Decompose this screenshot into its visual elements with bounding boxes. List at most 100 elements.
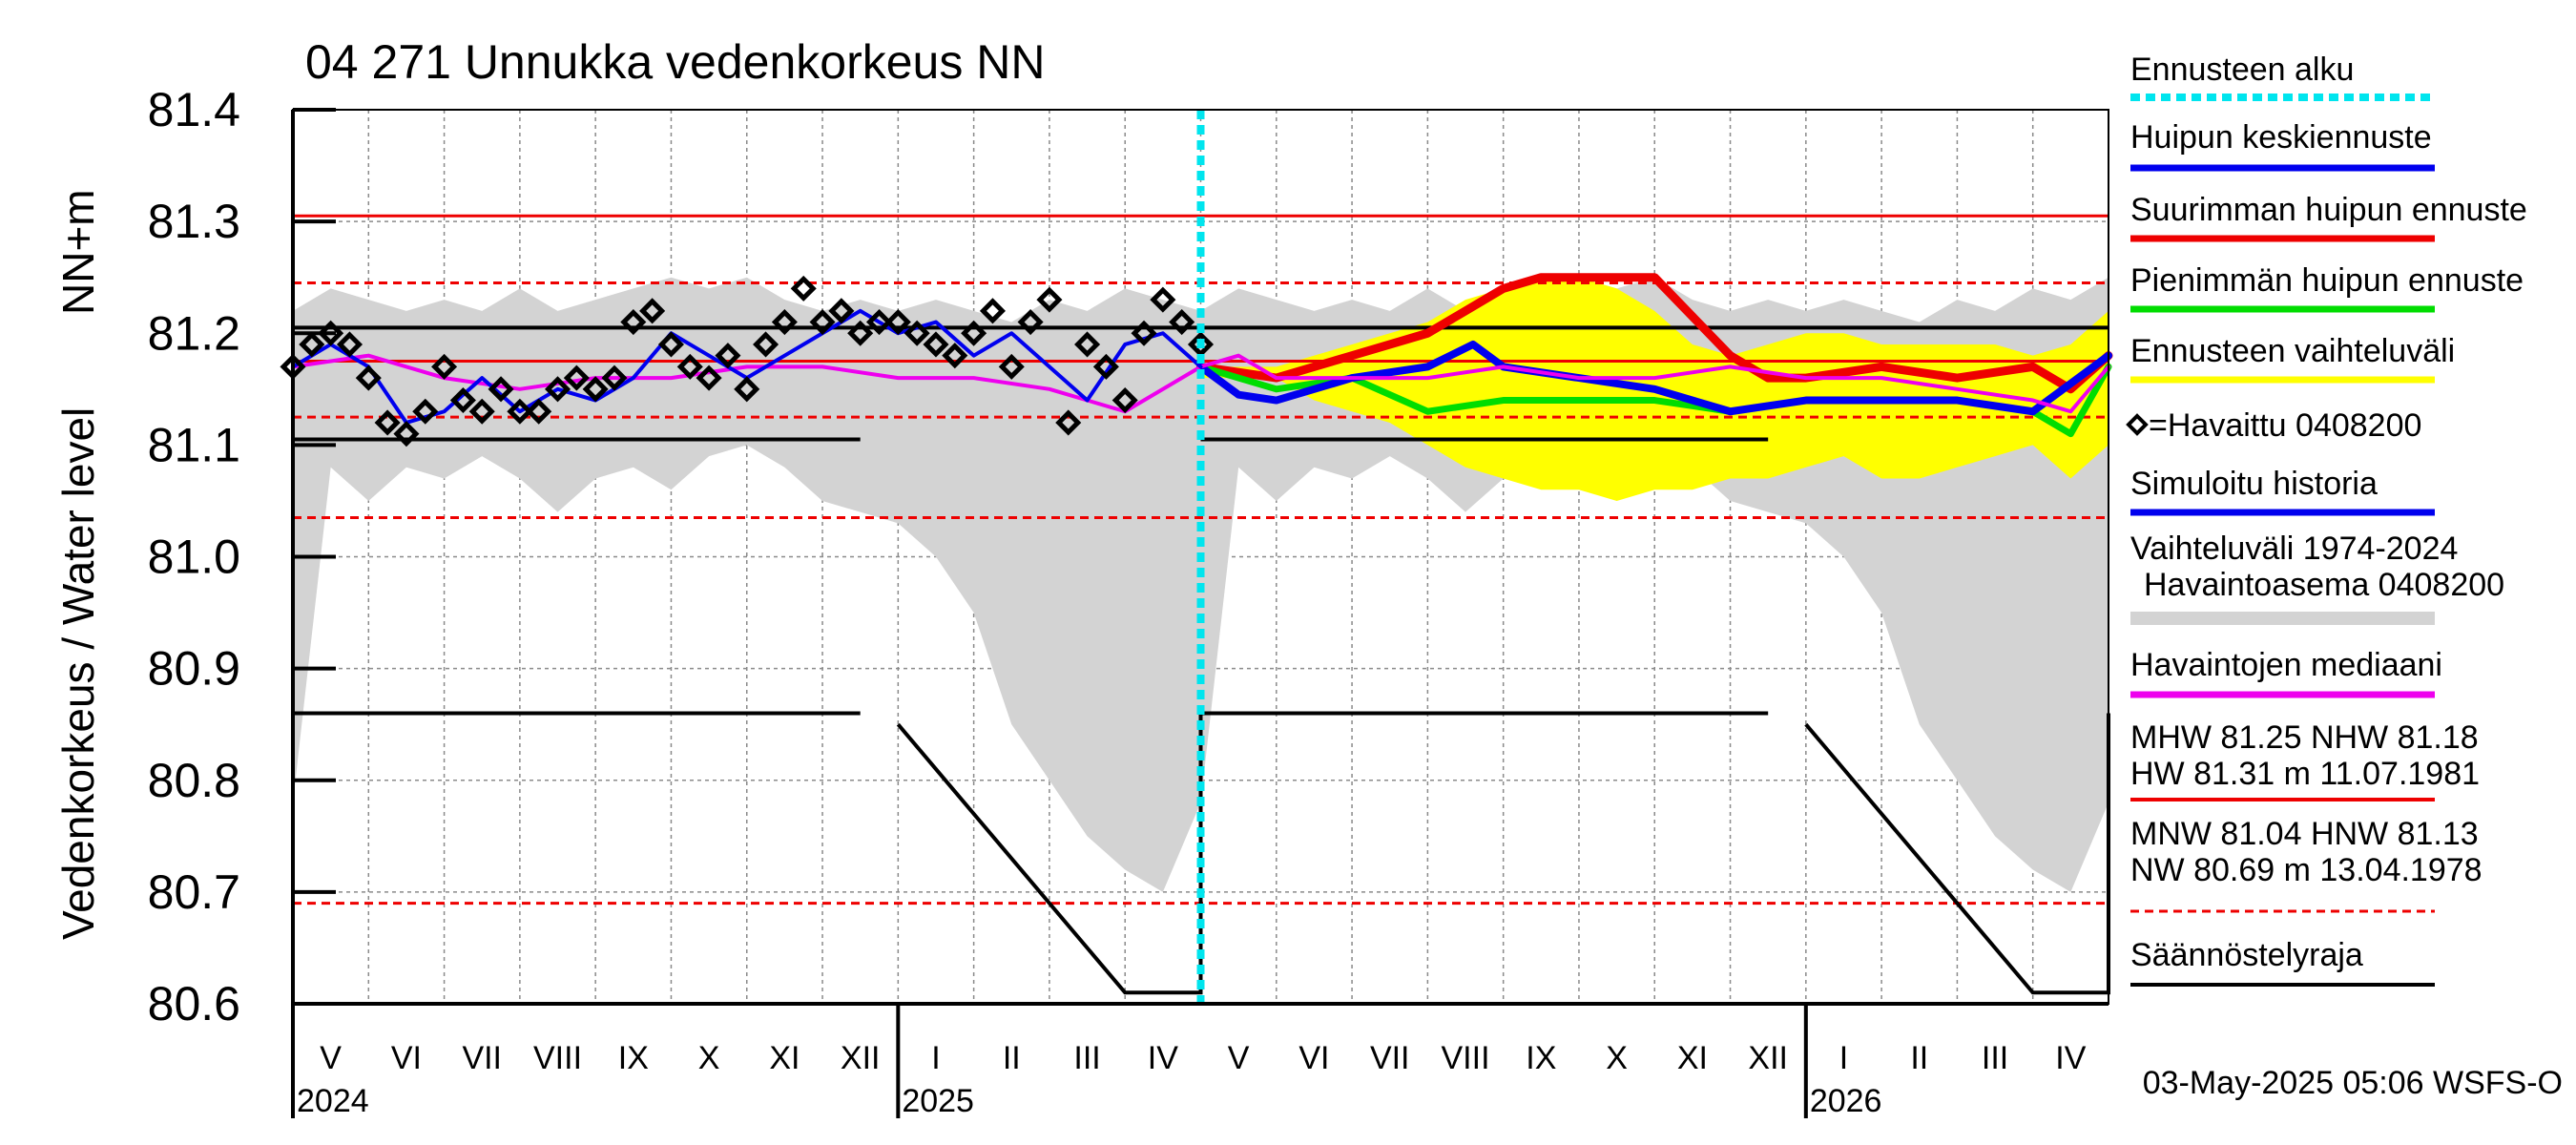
- observation-marker: [449, 386, 476, 414]
- legend-label-secondary: HW 81.31 m 11.07.1981: [2130, 756, 2480, 792]
- observation-marker: [676, 353, 703, 380]
- y-axis-label: Vedenkorkeus / Water level: [53, 407, 103, 940]
- observation-marker: [299, 331, 325, 358]
- observation-marker: [526, 398, 552, 425]
- month-label: VIII: [1442, 1040, 1490, 1076]
- month-label: V: [1228, 1040, 1250, 1076]
- observation-marker: [544, 376, 571, 403]
- month-label: XI: [769, 1040, 800, 1076]
- observation-marker: [620, 309, 647, 336]
- legend-label: MHW 81.25 NHW 81.18: [2130, 719, 2479, 756]
- observation-marker: [1055, 409, 1082, 436]
- observation-marker: [1017, 309, 1044, 336]
- observation-marker: [336, 331, 364, 358]
- observation-marker: [431, 353, 458, 380]
- legend-label: Säännöstelyraja: [2130, 937, 2363, 973]
- observation-marker: [923, 331, 949, 358]
- observation-markers: [280, 275, 1215, 448]
- observation-marker: [393, 421, 420, 448]
- chart-title: 04 271 Unnukka vedenkorkeus NN: [305, 35, 1045, 89]
- observation-marker: [809, 309, 836, 336]
- y-tick-label: 80.6: [148, 977, 240, 1030]
- observation-marker: [1092, 353, 1119, 380]
- month-label: I: [931, 1040, 940, 1076]
- legend-label: MNW 81.04 HNW 81.13: [2130, 816, 2479, 852]
- legend-label: Ennusteen vaihteluväli: [2130, 333, 2455, 369]
- month-label: II: [1003, 1040, 1021, 1076]
- month-label: XII: [841, 1040, 881, 1076]
- month-label: I: [1839, 1040, 1848, 1076]
- month-label: IV: [1148, 1040, 1178, 1076]
- legend-label: Simuloitu historia: [2130, 466, 2378, 502]
- observation-marker: [1187, 331, 1215, 358]
- observation-marker: [657, 331, 684, 358]
- legend-label: Havaintojen mediaani: [2130, 647, 2442, 683]
- observation-marker: [488, 376, 514, 403]
- observation-marker: [318, 320, 344, 346]
- legend-marker-icon: [2126, 413, 2149, 436]
- observation-marker: [847, 320, 874, 346]
- observation-marker: [1150, 286, 1176, 313]
- observation-marker: [582, 376, 609, 403]
- y-tick-label: 80.8: [148, 754, 240, 807]
- month-label: VII: [1370, 1040, 1410, 1076]
- month-label: II: [1910, 1040, 1928, 1076]
- legend-label: =Havaittu 0408200: [2149, 407, 2421, 444]
- observation-marker: [1074, 331, 1101, 358]
- footer-timestamp: 03-May-2025 05:06 WSFS-O: [2143, 1065, 2563, 1101]
- y-axis-unit: NN+m: [53, 189, 103, 315]
- year-label: 2026: [1810, 1083, 1882, 1119]
- observation-marker: [507, 398, 533, 425]
- month-label: XII: [1748, 1040, 1788, 1076]
- observation-marker: [715, 343, 741, 369]
- month-label: III: [1982, 1040, 2008, 1076]
- month-label: IV: [2055, 1040, 2086, 1076]
- observation-marker: [374, 409, 401, 436]
- observation-marker: [884, 309, 911, 336]
- y-tick-label: 81.0: [148, 531, 240, 584]
- series-lines: [291, 273, 2113, 438]
- observation-marker: [771, 309, 798, 336]
- y-tick-label: 80.7: [148, 865, 240, 919]
- observation-marker: [639, 298, 666, 324]
- observation-marker: [734, 376, 760, 403]
- regulation-limit-ramp-a: [896, 711, 1769, 995]
- month-label: X: [698, 1040, 720, 1076]
- legend-label: Vaihteluväli 1974-2024: [2130, 531, 2458, 567]
- regulation-limit: [293, 325, 2110, 995]
- y-tick-label: 80.9: [148, 642, 240, 696]
- observation-marker: [790, 275, 817, 302]
- observation-marker: [904, 320, 930, 346]
- observation-marker: [979, 298, 1006, 324]
- observation-marker: [1111, 386, 1138, 414]
- legend-label-secondary: Havaintoasema 0408200: [2144, 567, 2504, 603]
- month-label: VI: [1298, 1040, 1329, 1076]
- observation-marker: [865, 309, 893, 336]
- legend-label: Huipun keskiennuste: [2130, 119, 2432, 156]
- month-label: IX: [618, 1040, 649, 1076]
- observation-marker: [563, 364, 590, 391]
- year-label: 2024: [297, 1083, 369, 1119]
- observation-marker: [998, 353, 1025, 380]
- observation-marker: [355, 364, 382, 391]
- observation-marker: [828, 298, 855, 324]
- legend: Ennusteen alku Huipun keskiennuste Suurimm…: [2126, 52, 2527, 987]
- series-line: [1196, 273, 2113, 394]
- month-label: VIII: [533, 1040, 582, 1076]
- observation-marker: [696, 364, 722, 391]
- y-tick-label: 81.2: [148, 306, 240, 360]
- observation-marker: [942, 343, 968, 369]
- observation-marker: [468, 398, 495, 425]
- y-tick-label: 81.4: [148, 83, 240, 136]
- month-label: X: [1606, 1040, 1628, 1076]
- observation-marker: [1036, 286, 1063, 313]
- legend-label-secondary: NW 80.69 m 13.04.1978: [2130, 852, 2483, 888]
- axes: 81.481.381.281.181.080.980.880.780.6V VI V…: [148, 83, 2109, 1119]
- observation-marker: [1131, 320, 1157, 346]
- observation-marker: [1169, 309, 1195, 336]
- observation-marker: [961, 320, 987, 346]
- month-label: IX: [1526, 1040, 1556, 1076]
- legend-label: Pienimmän huipun ennuste: [2130, 262, 2524, 299]
- legend-label: Suurimman huipun ennuste: [2130, 192, 2527, 228]
